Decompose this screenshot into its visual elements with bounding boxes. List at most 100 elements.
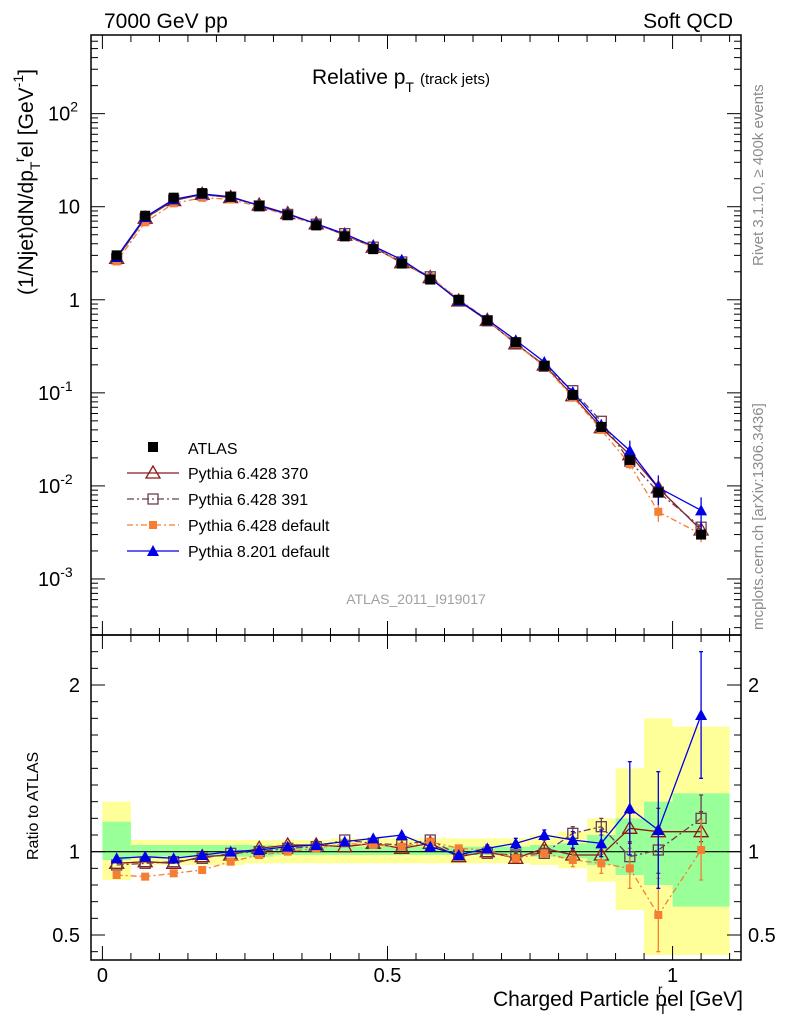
data-point xyxy=(539,360,550,371)
data-point xyxy=(311,220,322,231)
legend-label-data: ATLAS xyxy=(188,441,238,458)
main-plot-area xyxy=(108,186,710,543)
ratio-point-2 xyxy=(625,864,634,873)
chart-title: Relative pT (track jets) xyxy=(312,66,490,95)
source-label: mcplots.cern.ch [arXiv:1306.3436] xyxy=(750,403,767,630)
series-point-2 xyxy=(654,507,663,516)
y-tick-label: 1 xyxy=(69,290,80,312)
data-point xyxy=(696,529,707,540)
data-point xyxy=(596,421,607,432)
ratio-point-3 xyxy=(395,829,408,840)
series-point-2 xyxy=(141,218,150,227)
y-label-part-1: T xyxy=(27,161,43,170)
data-point xyxy=(453,294,464,305)
band-green xyxy=(159,845,188,857)
y-axis-label: (1/Njet)dN/dpTrel [GeV-1] xyxy=(10,69,43,295)
data-point xyxy=(624,454,635,465)
data-point xyxy=(225,191,236,202)
y-label-part-5: ] xyxy=(15,69,38,75)
data-point xyxy=(111,250,122,261)
data-point xyxy=(653,487,664,498)
ratio-point-2 xyxy=(654,911,663,919)
legend-marker-1 xyxy=(147,493,159,505)
ratio-point-3 xyxy=(167,852,180,864)
legend-label-3: Pythia 8.201 default xyxy=(188,544,330,561)
ratio-point-3 xyxy=(595,837,608,849)
y-tick-label: 102 xyxy=(48,99,78,126)
ratio-point-3 xyxy=(509,837,522,849)
ratio-tick-label-right: 1 xyxy=(748,842,759,864)
data-point xyxy=(482,315,493,326)
ratio-point-2 xyxy=(511,854,520,863)
ratio-point-3 xyxy=(139,850,152,862)
ratio-uncertainty-bands xyxy=(102,718,730,955)
y-tick-label: 10-1 xyxy=(38,378,73,405)
ratio-tick-label: 2 xyxy=(69,675,80,697)
legend: ATLAS Pythia 6.428 370 Pythia 6.428 391 Pyt… xyxy=(127,441,330,561)
ratio-point-3 xyxy=(310,839,323,850)
ratio-point-2 xyxy=(226,857,235,866)
ratio-point-2 xyxy=(540,849,549,858)
ratio-point-2 xyxy=(112,871,121,879)
ratio-tick-label: 0.5 xyxy=(52,925,80,947)
ratio-point-2 xyxy=(397,842,406,851)
ratio-point-2 xyxy=(597,859,606,868)
ratio-point-3 xyxy=(652,824,665,835)
ratio-tick-label-right: 2 xyxy=(748,675,759,697)
y-label-part-4: -1 xyxy=(10,75,26,88)
data-point xyxy=(567,389,578,400)
ratio-point-3 xyxy=(566,834,579,845)
data-point xyxy=(396,258,407,269)
ratio-point-2 xyxy=(454,844,463,853)
y-label-part-0: (1/Njet)dN/dp xyxy=(15,170,38,295)
ratio-tick-label: 1 xyxy=(69,842,80,864)
data-point xyxy=(168,192,179,203)
ratio-point-2 xyxy=(198,866,207,874)
y-tick-label: 10-3 xyxy=(38,564,73,591)
x-tick-label: 0 xyxy=(97,965,108,987)
ratio-point-3 xyxy=(452,849,465,860)
ratio-point-3 xyxy=(623,802,636,814)
legend-marker-0 xyxy=(144,464,162,479)
data-point xyxy=(510,337,521,348)
series-point-3 xyxy=(623,444,636,456)
ratio-point-3 xyxy=(224,845,237,857)
rivet-label: Rivet 3.1.10, ≥ 400k events xyxy=(750,84,767,266)
legend-label-0: Pythia 6.428 370 xyxy=(188,466,308,483)
header-right: Soft QCD xyxy=(643,10,733,33)
x-tick-label: 0.5 xyxy=(374,965,402,987)
data-point xyxy=(140,210,151,221)
legend-marker-2 xyxy=(149,521,157,529)
tick-labels: 0 0.5 1 10-3 10-2 10-1 1 10 102 0.5 0.5 1 1 2 2 xyxy=(38,99,776,987)
x-tick-label: 1 xyxy=(667,965,678,987)
ratio-point-3 xyxy=(424,840,437,852)
x-axis-label: Charged Particle pr Tel [GeV] xyxy=(493,981,743,1017)
watermark: ATLAS_2011_I919017 xyxy=(346,591,486,607)
ratio-point-2 xyxy=(697,846,706,854)
data-point xyxy=(368,244,379,255)
ratio-point-2 xyxy=(141,872,150,881)
data-point xyxy=(282,210,293,221)
y-label-part-3: el [GeV xyxy=(15,87,38,157)
legend-label-2: Pythia 6.428 default xyxy=(188,518,330,535)
ratio-point-3 xyxy=(481,842,494,854)
ratio-plot-area xyxy=(108,651,710,953)
data-point xyxy=(339,231,350,242)
data-point xyxy=(254,200,265,211)
band-green xyxy=(330,846,359,855)
ratio-point-3 xyxy=(338,835,351,847)
ratio-point-3 xyxy=(538,829,551,840)
series-line-1 xyxy=(116,194,702,528)
ratio-point-2 xyxy=(369,841,378,849)
ratio-point-3 xyxy=(695,709,708,720)
legend-marker-data xyxy=(148,442,158,452)
ratio-point-3 xyxy=(110,852,123,864)
series-point-3 xyxy=(695,504,708,516)
y-tick-label: 10 xyxy=(58,197,80,219)
ratio-point-3 xyxy=(253,844,266,855)
legend-label-1: Pythia 6.428 391 xyxy=(188,492,308,509)
band-green xyxy=(387,846,416,855)
data-point xyxy=(425,274,436,285)
ratio-axis-label: Ratio to ATLAS xyxy=(25,752,42,860)
